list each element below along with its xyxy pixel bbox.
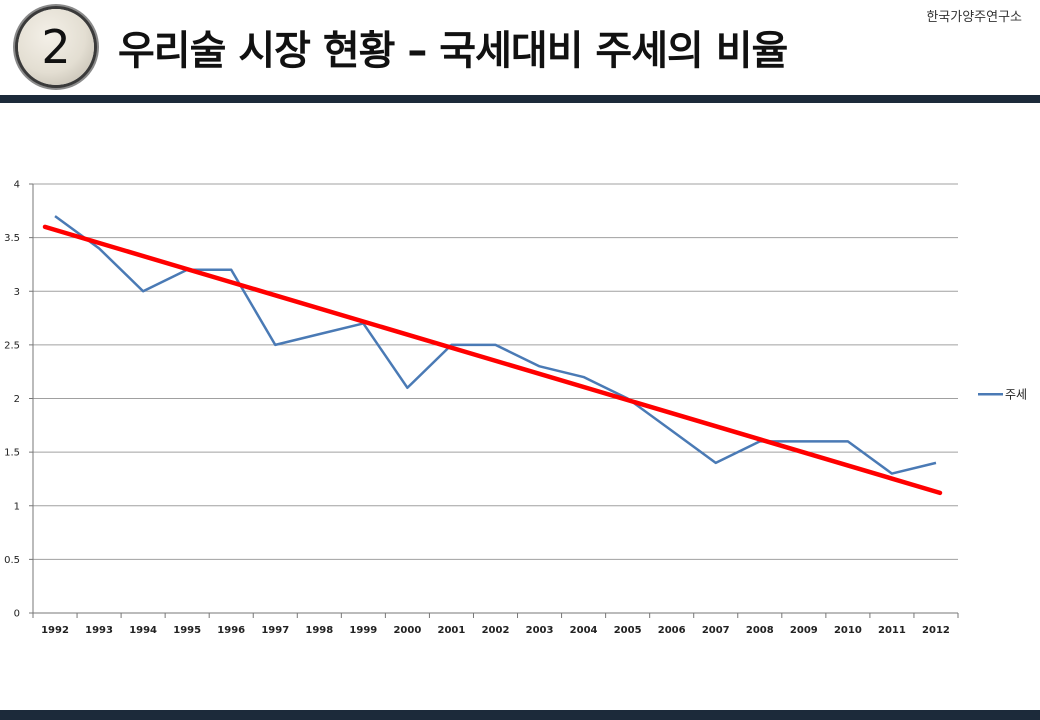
section-number-badge: 2 [18,9,94,85]
x-tick-label: 1998 [305,625,333,636]
y-axis-ticks: 0 0.5 1 1.5 2 2.5 3 3.5 4 [4,180,33,620]
page-title: 우리술 시장 현황 – 국세대비 주세의 비율 [118,28,788,74]
footer-bar [0,710,1040,720]
x-tick-label: 2004 [570,625,598,636]
trend-line [42,224,943,496]
x-tick-label: 1994 [129,625,157,636]
x-tick-label: 2002 [482,625,510,636]
x-tick-label: 2008 [746,625,774,636]
y-tick-label: 4 [14,180,20,191]
y-tick-label: 3 [14,287,20,298]
y-tick-label: 3.5 [4,233,20,244]
x-tick-label: 1992 [41,625,69,636]
section-number: 2 [41,20,71,74]
x-tick-label: 1997 [261,625,289,636]
header-divider-bar [0,95,1040,103]
x-tick-label: 2006 [658,625,686,636]
x-tick-label: 2003 [526,625,554,636]
x-tick-label: 2001 [438,625,466,636]
x-tick-label: 2010 [834,625,862,636]
legend-label: 주세 [1005,388,1027,402]
x-tick-label: 2007 [702,625,730,636]
x-tick-label: 2005 [614,625,642,636]
x-tick-label: 1993 [85,625,113,636]
series-lines [42,215,943,496]
y-tick-label: 0 [14,609,20,620]
x-tick-label: 1999 [349,625,377,636]
x-tick-label: 1996 [217,625,245,636]
y-tick-label: 0.5 [4,555,20,566]
y-tick-label: 2 [14,394,20,405]
x-tick-label: 2009 [790,625,818,636]
legend: 주세 [978,388,1027,402]
x-tick-label: 2012 [922,625,950,636]
x-tick-label: 1995 [173,625,201,636]
organization-name: 한국가양주연구소 [926,10,1022,25]
x-axis-ticks: 1992 1993 1994 1995 1996 1997 1998 1999 2000 2001… [32,613,959,636]
grid-lines [33,183,958,614]
x-tick-label: 2000 [393,625,421,636]
x-tick-label: 2011 [878,625,906,636]
y-tick-label: 1.5 [4,448,20,459]
tax-ratio-line-chart: 00.511.522.533.54 1992 1993 1994 1995 1996 19… [4,180,1027,637]
y-tick-label: 1 [14,501,20,512]
y-tick-label: 2.5 [4,340,20,351]
